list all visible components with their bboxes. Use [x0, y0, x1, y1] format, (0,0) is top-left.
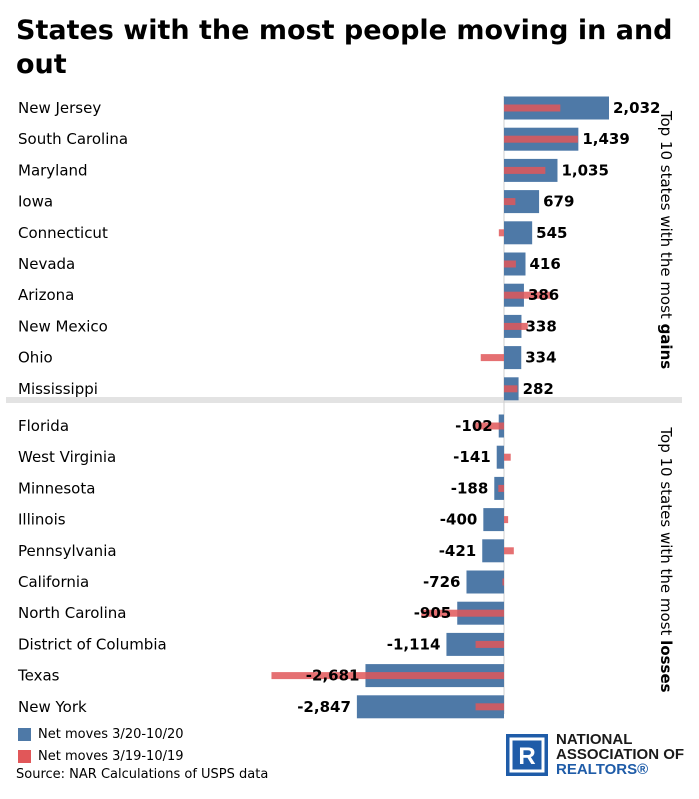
state-label-1: South Carolina: [18, 130, 128, 148]
bar-prior-18: [271, 672, 504, 680]
legend: Net moves 3/20-10/20 Net moves 3/19-10/1…: [18, 723, 184, 767]
bar-current-11: [496, 445, 504, 469]
state-label-18: Texas: [17, 667, 60, 685]
value-label-3: 679: [543, 193, 574, 211]
bar-current-17: [446, 632, 504, 656]
value-label-12: -188: [451, 479, 489, 497]
state-label-15: California: [18, 573, 89, 591]
bar-current-13: [483, 508, 504, 532]
bar-current-15: [466, 570, 504, 594]
value-label-16: -905: [414, 604, 452, 622]
nar-logo: R NATIONAL ASSOCIATION OF REALTORS®: [506, 732, 684, 777]
bar-current-14: [482, 539, 504, 563]
state-label-14: Pennsylvania: [18, 542, 117, 560]
value-label-7: 338: [525, 317, 556, 335]
bar-prior-13: [504, 516, 509, 524]
value-label-13: -400: [440, 511, 478, 529]
state-label-7: New Mexico: [18, 317, 108, 335]
logo-wordmark: NATIONAL ASSOCIATION OF REALTORS®: [556, 732, 684, 777]
legend-swatch-current: [18, 727, 31, 741]
value-label-4: 545: [536, 224, 567, 242]
value-label-6: 386: [528, 286, 559, 304]
bar-prior-14: [504, 547, 514, 555]
value-label-17: -1,114: [387, 635, 441, 653]
bar-current-19: [356, 695, 504, 719]
value-label-0: 2,032: [613, 99, 660, 117]
state-label-19: New York: [18, 698, 87, 716]
svg-text:R: R: [518, 743, 535, 770]
bar-prior-17: [475, 640, 504, 648]
bar-prior-3: [504, 198, 516, 206]
bar-prior-15: [502, 578, 504, 586]
value-label-14: -421: [439, 542, 477, 560]
state-label-8: Ohio: [18, 349, 53, 367]
state-label-12: Minnesota: [18, 479, 95, 497]
logo-line1: NATIONAL: [556, 731, 633, 748]
gains-group-title: Top 10 states with the most gains: [657, 110, 675, 369]
state-label-13: Illinois: [18, 511, 66, 529]
logo-line3: REALTORS®: [556, 761, 649, 778]
state-label-6: Arizona: [18, 286, 74, 304]
bar-current-4: [504, 221, 533, 245]
value-label-18: -2,681: [306, 667, 360, 685]
chart-title: States with the most people moving in an…: [16, 15, 673, 80]
bar-prior-6: [504, 291, 551, 299]
realtor-r-icon: R: [506, 733, 548, 776]
value-label-5: 416: [529, 255, 560, 273]
group-separator: [6, 397, 682, 403]
state-label-17: District of Columbia: [18, 635, 167, 653]
state-label-0: New Jersey: [18, 99, 101, 117]
value-label-15: -726: [423, 573, 461, 591]
bar-current-8: [504, 346, 522, 370]
losses-group-title: Top 10 states with the most losses: [657, 426, 675, 692]
bar-prior-10: [475, 422, 504, 430]
legend-swatch-prior: [18, 749, 31, 763]
value-label-19: -2,847: [297, 698, 351, 716]
bar-prior-19: [475, 703, 504, 711]
bar-prior-0: [504, 104, 561, 112]
state-label-3: Iowa: [18, 193, 53, 211]
bar-prior-16: [421, 609, 504, 617]
legend-label-prior: Net moves 3/19-10/19: [38, 748, 184, 764]
bar-prior-5: [504, 260, 516, 268]
state-label-11: West Virginia: [18, 448, 116, 466]
value-label-1: 1,439: [582, 130, 629, 148]
bar-current-3: [504, 190, 540, 214]
bar-prior-2: [504, 166, 546, 174]
state-label-9: Mississippi: [18, 380, 98, 398]
state-label-4: Connecticut: [18, 224, 108, 242]
logo-line2: ASSOCIATION OF: [556, 746, 685, 763]
bar-prior-12: [498, 484, 504, 492]
legend-label-current: Net moves 3/20-10/20: [38, 726, 184, 742]
value-label-11: -141: [453, 448, 491, 466]
state-label-2: Maryland: [18, 161, 88, 179]
legend-item-prior: Net moves 3/19-10/19: [18, 745, 184, 767]
legend-item-current: Net moves 3/20-10/20: [18, 723, 184, 745]
value-label-8: 334: [525, 349, 556, 367]
bar-prior-11: [504, 453, 511, 461]
bar-prior-9: [504, 385, 518, 393]
state-label-5: Nevada: [18, 255, 75, 273]
value-label-2: 1,035: [561, 161, 608, 179]
state-label-16: North Carolina: [18, 604, 126, 622]
bar-prior-8: [480, 354, 504, 362]
bar-prior-7: [504, 322, 528, 330]
state-label-10: Florida: [18, 417, 69, 435]
bar-prior-4: [498, 229, 504, 237]
value-label-9: 282: [523, 380, 554, 398]
bar-prior-1: [504, 135, 578, 143]
value-label-10: -102: [455, 417, 493, 435]
source-note: Source: NAR Calculations of USPS data: [16, 767, 269, 782]
